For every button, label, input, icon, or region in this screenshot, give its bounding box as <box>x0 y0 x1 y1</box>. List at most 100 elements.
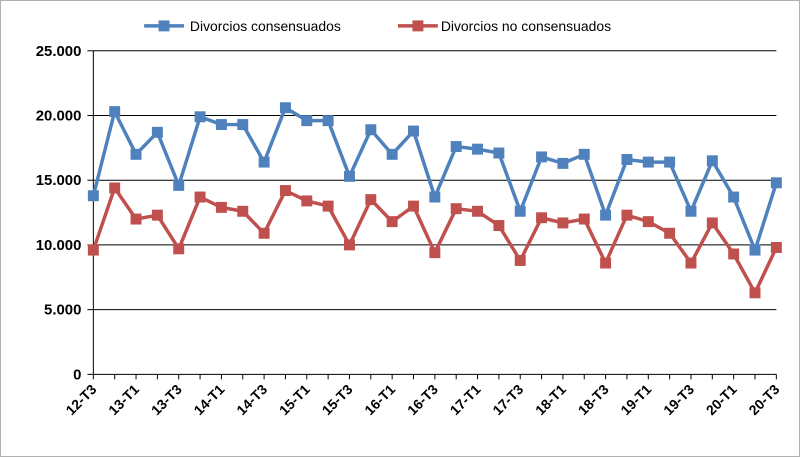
legend-marker <box>158 20 170 32</box>
data-point <box>194 111 206 123</box>
data-point <box>749 244 761 256</box>
series-group <box>87 102 782 299</box>
data-point <box>109 182 121 194</box>
data-point <box>493 147 505 159</box>
data-point <box>215 119 227 131</box>
x-tick-label: 16-T1 <box>361 381 398 418</box>
data-point <box>365 194 377 206</box>
data-point <box>429 191 441 203</box>
data-point <box>130 213 142 225</box>
data-point <box>386 216 398 228</box>
series-line <box>91 186 778 295</box>
data-point <box>450 203 462 215</box>
data-point <box>173 179 185 191</box>
x-tick-label: 19-T1 <box>617 381 654 418</box>
data-point <box>536 212 548 224</box>
x-tick-label: 18-T3 <box>575 381 612 418</box>
y-tick-label: 10.000 <box>36 237 82 254</box>
data-point <box>301 115 313 127</box>
data-point <box>600 257 612 269</box>
x-tick-label: 17-T3 <box>489 381 526 418</box>
x-tick-label: 20-T1 <box>703 381 740 418</box>
y-axis-tick-labels: 0 5.000 10.000 15.000 20.000 25.000 <box>36 43 82 384</box>
data-point <box>621 209 633 221</box>
gridlines <box>93 50 777 311</box>
series-no-consensuados <box>87 182 782 299</box>
data-point <box>151 126 163 138</box>
data-point <box>685 257 697 269</box>
data-point <box>322 115 334 127</box>
data-point <box>514 254 526 266</box>
data-point <box>621 154 633 165</box>
data-point <box>87 190 99 202</box>
data-point <box>728 191 740 203</box>
y-tick-label: 15.000 <box>36 172 82 189</box>
data-point <box>472 143 484 155</box>
data-point <box>87 244 99 256</box>
data-point <box>706 155 718 167</box>
data-point <box>472 205 484 217</box>
legend-label: Divorcios consensuados <box>190 18 341 34</box>
data-point <box>173 243 185 255</box>
data-point <box>237 119 249 131</box>
data-point <box>343 170 355 182</box>
legend-marker <box>412 20 424 32</box>
axes <box>87 50 777 380</box>
data-point <box>770 177 782 189</box>
legend: Divorcios consensuados Divorcios no conse… <box>144 18 611 34</box>
data-point <box>258 227 270 239</box>
data-point <box>408 125 419 137</box>
data-point <box>130 148 142 160</box>
data-point <box>279 102 291 114</box>
data-point <box>642 216 654 228</box>
data-point <box>151 209 163 221</box>
series-consensuados <box>87 102 782 256</box>
x-tick-label: 13-T3 <box>148 381 185 418</box>
legend-item: Divorcios no consensuados <box>398 18 611 34</box>
y-tick-label: 5.000 <box>44 302 81 319</box>
x-axis-tick-labels: 12-T3 13-T1 13-T3 14-T1 14-T3 15-T1 15-T3 16-T1… <box>62 381 782 418</box>
data-point <box>279 185 291 197</box>
data-point <box>386 148 398 160</box>
x-tick-label: 12-T3 <box>62 381 99 418</box>
data-point <box>685 205 697 217</box>
data-point <box>749 287 761 299</box>
x-tick-label: 16-T3 <box>404 381 441 418</box>
y-tick-label: 0 <box>73 366 81 383</box>
x-tick-label: 20-T3 <box>745 381 782 418</box>
x-tick-label: 19-T3 <box>660 381 697 418</box>
data-point <box>664 227 676 239</box>
data-point <box>728 248 740 260</box>
data-point <box>322 200 334 212</box>
data-point <box>493 220 505 231</box>
data-point <box>343 239 355 251</box>
data-point <box>301 195 313 207</box>
data-point <box>450 141 462 153</box>
data-point <box>408 200 419 212</box>
data-point <box>664 156 676 168</box>
data-point <box>770 242 782 253</box>
data-point <box>706 217 718 229</box>
data-point <box>578 213 590 225</box>
x-tick-label: 14-T3 <box>233 381 270 418</box>
data-point <box>557 157 569 169</box>
x-tick-label: 13-T1 <box>105 381 142 418</box>
x-tick-label: 14-T1 <box>190 381 227 418</box>
data-point <box>514 205 526 217</box>
data-point <box>557 217 569 229</box>
data-point <box>429 247 441 259</box>
data-point <box>237 205 249 217</box>
legend-label: Divorcios no consensuados <box>441 18 611 34</box>
x-tick-label: 15-T1 <box>276 381 313 418</box>
data-point <box>600 209 612 221</box>
x-tick-label: 17-T1 <box>447 381 484 418</box>
x-tick-label: 18-T1 <box>532 381 569 418</box>
y-tick-label: 25.000 <box>36 43 82 60</box>
data-point <box>642 156 654 168</box>
legend-item: Divorcios consensuados <box>144 18 341 34</box>
data-point <box>194 191 206 203</box>
data-point <box>365 124 377 136</box>
data-point <box>578 148 590 160</box>
data-point <box>215 201 227 213</box>
